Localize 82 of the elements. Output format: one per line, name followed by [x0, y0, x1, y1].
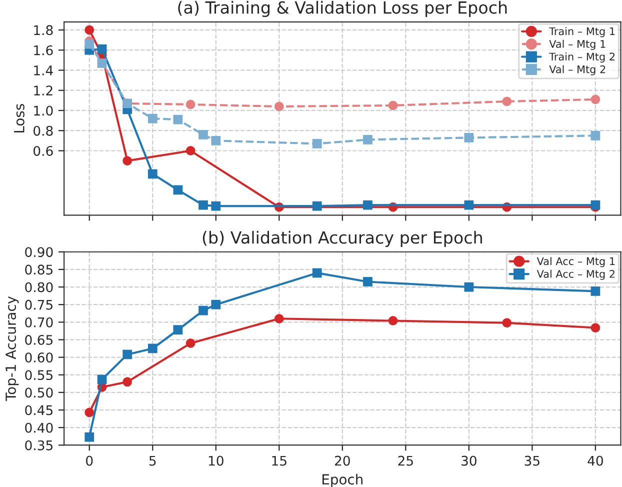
x-axis-title: Epoch	[322, 474, 362, 487]
point	[173, 114, 183, 124]
point	[211, 201, 221, 211]
point	[122, 350, 132, 360]
point	[464, 282, 474, 292]
legend-label: Train – Mtg 2	[549, 52, 615, 63]
x-tick-label: 5	[149, 456, 156, 466]
x-tick-label: 0	[86, 456, 93, 466]
point	[198, 200, 208, 210]
point	[84, 408, 94, 418]
point	[186, 100, 196, 110]
point	[148, 114, 158, 124]
point	[363, 200, 372, 210]
x-tick-label: 40	[588, 456, 603, 466]
legend-label: Val – Mtg 2	[549, 65, 606, 76]
y-tick-label: 0.65	[25, 334, 52, 345]
point	[590, 130, 600, 140]
y-axis-title: Top-1 Accuracy	[6, 296, 19, 402]
point	[198, 130, 208, 140]
chart-title: (b) Validation Accuracy per Epoch	[202, 230, 482, 248]
point	[97, 374, 107, 384]
point	[274, 102, 284, 112]
point	[363, 277, 372, 286]
point	[464, 200, 474, 210]
y-tick-label: 0.70	[25, 317, 53, 328]
legend-label: Val Acc – Mtg 2	[536, 270, 615, 280]
point	[590, 94, 600, 104]
point	[590, 323, 600, 332]
point	[186, 146, 196, 156]
point	[122, 377, 132, 387]
point	[312, 139, 322, 148]
y-tick-label: 1.8	[34, 25, 53, 36]
y-axis-title: Loss	[14, 104, 24, 132]
chart-title: (a) Training & Validation Loss per Epoch	[178, 0, 507, 18]
point	[464, 132, 474, 142]
legend-label: Val – Mtg 1	[549, 40, 606, 50]
point	[312, 268, 322, 278]
y-tick-label: 0.35	[25, 440, 52, 450]
x-tick-label: 10	[208, 456, 224, 466]
y-tick-label: 0.40	[25, 422, 53, 433]
x-tick-label: 30	[462, 456, 476, 466]
point	[97, 44, 107, 54]
y-tick-label: 0.80	[25, 282, 53, 292]
y-tick-label: 0.6	[34, 146, 53, 156]
point	[84, 432, 94, 442]
point	[148, 169, 158, 179]
point	[84, 39, 94, 49]
point	[502, 318, 512, 328]
point	[211, 136, 221, 146]
x-tick-label: 35	[524, 456, 540, 466]
point	[590, 286, 600, 296]
y-tick-label: 0.50	[25, 388, 53, 398]
y-tick-label: 1.6	[34, 45, 53, 56]
x-tick-label: 25	[398, 456, 413, 466]
legend-label: Val Acc – Mtg 1	[536, 257, 615, 268]
point	[388, 316, 398, 326]
point	[122, 156, 132, 166]
point	[198, 306, 208, 316]
y-tick-label: 0.85	[25, 264, 52, 275]
point	[186, 338, 196, 348]
point	[211, 300, 221, 310]
point	[148, 344, 158, 354]
legend-label: Train – Mtg 1	[549, 27, 615, 38]
point	[274, 314, 284, 324]
y-tick-label: 1.4	[34, 66, 53, 76]
point	[363, 134, 372, 144]
point	[84, 25, 94, 35]
y-tick-label: 0.75	[25, 300, 52, 310]
x-tick-label: 20	[334, 456, 350, 466]
y-tick-label: 0.90	[25, 247, 53, 258]
y-tick-label: 0.45	[25, 405, 52, 416]
point	[312, 201, 322, 211]
y-tick-label: 1.0	[34, 106, 53, 116]
point	[388, 100, 398, 110]
y-tick-label: 0.55	[25, 370, 52, 380]
point	[173, 325, 183, 335]
point	[502, 96, 512, 106]
y-tick-label: 0.60	[25, 352, 53, 362]
x-tick-label: 15	[272, 456, 286, 466]
point	[173, 185, 183, 195]
y-tick-label: 0.8	[34, 126, 53, 136]
y-tick-label: 1.2	[34, 86, 52, 96]
